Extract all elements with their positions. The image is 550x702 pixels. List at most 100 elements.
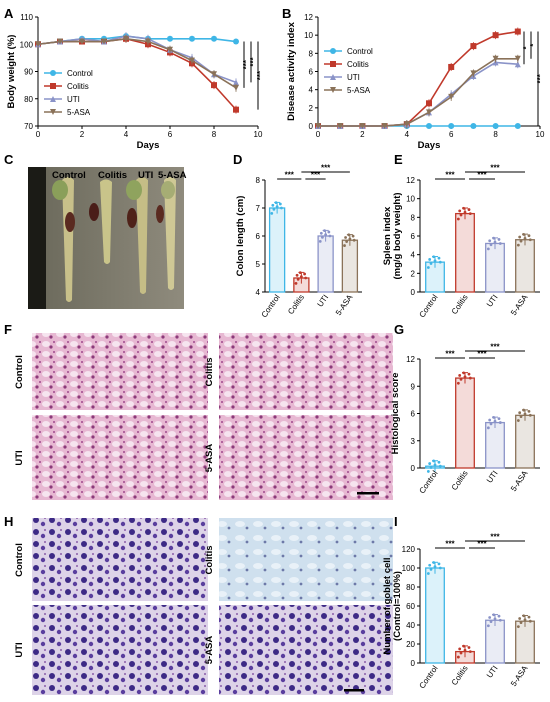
significance-stars: *** bbox=[477, 171, 487, 180]
significance-stars: *** bbox=[536, 73, 545, 83]
y-tick-label: 8 bbox=[309, 49, 314, 58]
data-point bbox=[428, 258, 432, 261]
significance-stars: * bbox=[522, 45, 531, 49]
y-tick-label: 7 bbox=[256, 204, 261, 213]
legend-marker bbox=[50, 109, 56, 115]
data-point bbox=[459, 377, 463, 381]
he-image-control bbox=[32, 333, 208, 410]
legend-label: 5-ASA bbox=[347, 86, 371, 95]
y-tick-label: 0 bbox=[411, 464, 416, 473]
x-axis-title: Days bbox=[418, 140, 441, 151]
data-point bbox=[516, 625, 520, 629]
data-point bbox=[492, 32, 499, 39]
y-tick-label: 2 bbox=[309, 104, 314, 113]
data-point bbox=[492, 236, 496, 240]
series-line-5-asa bbox=[37, 37, 237, 89]
y-axis-title: Colon length (cm) bbox=[235, 196, 246, 277]
data-point bbox=[429, 466, 433, 469]
bar-5-asa bbox=[515, 414, 535, 469]
legend-label: UTI bbox=[347, 73, 360, 82]
data-point bbox=[489, 422, 493, 426]
colon-photo bbox=[28, 167, 184, 309]
data-point bbox=[438, 566, 442, 570]
data-point bbox=[519, 415, 523, 419]
data-point bbox=[470, 123, 477, 129]
y-axis-title-unit: (mg/g body weight) bbox=[392, 192, 403, 279]
y-tick-label: 0 bbox=[309, 122, 314, 131]
y-tick-label: 0 bbox=[411, 288, 416, 297]
data-point bbox=[492, 415, 496, 419]
data-point bbox=[438, 464, 442, 468]
data-point bbox=[348, 237, 352, 241]
data-point bbox=[233, 79, 239, 86]
panel-label-i: I bbox=[394, 514, 398, 529]
significance-stars: *** bbox=[285, 171, 295, 180]
data-point bbox=[403, 121, 410, 128]
photo-label-uti: UTI bbox=[138, 170, 153, 181]
data-point bbox=[493, 419, 497, 423]
data-point bbox=[426, 266, 430, 269]
data-point bbox=[486, 624, 490, 628]
y-tick-label: 10 bbox=[406, 195, 415, 204]
data-point bbox=[456, 381, 460, 385]
data-point bbox=[296, 277, 300, 281]
x-tick-label: Colitis bbox=[450, 469, 470, 492]
x-tick-label: UTI bbox=[485, 664, 500, 680]
data-point bbox=[523, 236, 527, 240]
data-point bbox=[528, 619, 532, 623]
y-tick-label: 6 bbox=[256, 232, 261, 241]
x-tick-label: Colitis bbox=[450, 293, 470, 316]
data-point bbox=[458, 374, 462, 377]
bar-uti bbox=[485, 242, 505, 293]
body-weight-chart: 0 2 4 6 8 10 70 80 90 100 110 Days Body weight (%) Co… bbox=[6, 13, 265, 151]
panel-label-c: C bbox=[4, 152, 14, 167]
data-point bbox=[497, 238, 501, 241]
data-point bbox=[467, 646, 471, 649]
data-point bbox=[426, 470, 430, 473]
data-point bbox=[344, 236, 347, 239]
legend-label: Control bbox=[347, 47, 373, 56]
data-point bbox=[463, 375, 467, 379]
abpas-histology-panels bbox=[32, 518, 393, 695]
x-tick-label: 8 bbox=[493, 130, 498, 139]
x-tick-label: 4 bbox=[124, 130, 129, 139]
abpas-label-uti: UTI bbox=[14, 642, 25, 657]
data-point bbox=[319, 231, 323, 235]
data-point bbox=[523, 618, 527, 622]
data-point bbox=[467, 208, 471, 211]
y-tick-label: 20 bbox=[406, 640, 415, 649]
data-point bbox=[299, 275, 303, 279]
he-label-colitis: Colitis bbox=[204, 357, 215, 386]
data-point bbox=[433, 463, 437, 467]
data-point bbox=[189, 57, 195, 64]
legend-marker bbox=[330, 48, 336, 54]
data-point bbox=[123, 35, 129, 42]
x-tick-label: Control bbox=[417, 469, 439, 495]
x-tick-label: Colitis bbox=[450, 664, 470, 687]
data-point bbox=[498, 242, 502, 245]
data-point bbox=[145, 38, 151, 45]
y-tick-label: 2 bbox=[411, 269, 416, 278]
x-tick-label: 5-ASA bbox=[334, 292, 355, 317]
y-tick-label: 120 bbox=[402, 545, 416, 554]
he-image-5-asa bbox=[219, 415, 393, 500]
x-tick-label: 5-ASA bbox=[509, 663, 530, 688]
data-point bbox=[298, 271, 302, 275]
data-point bbox=[438, 260, 442, 264]
x-tick-label: 10 bbox=[536, 130, 545, 139]
data-point bbox=[518, 235, 522, 239]
significance-stars: *** bbox=[311, 171, 321, 180]
data-point bbox=[488, 418, 492, 422]
data-point bbox=[489, 620, 493, 624]
x-tick-label: Control bbox=[417, 664, 439, 690]
y-tick-label: 5 bbox=[256, 260, 261, 269]
data-point bbox=[528, 238, 532, 242]
significance-stars: *** bbox=[477, 540, 487, 549]
scale-bar bbox=[344, 689, 364, 692]
abpas-label-colitis: Colitis bbox=[204, 545, 215, 574]
colon-specimen-control bbox=[52, 177, 75, 302]
data-point bbox=[426, 572, 430, 575]
colon-length-chart: 4 5 6 7 8 Colon length (cm) Control Colitis UTI 5… bbox=[235, 164, 362, 319]
x-tick-label: 8 bbox=[212, 130, 217, 139]
